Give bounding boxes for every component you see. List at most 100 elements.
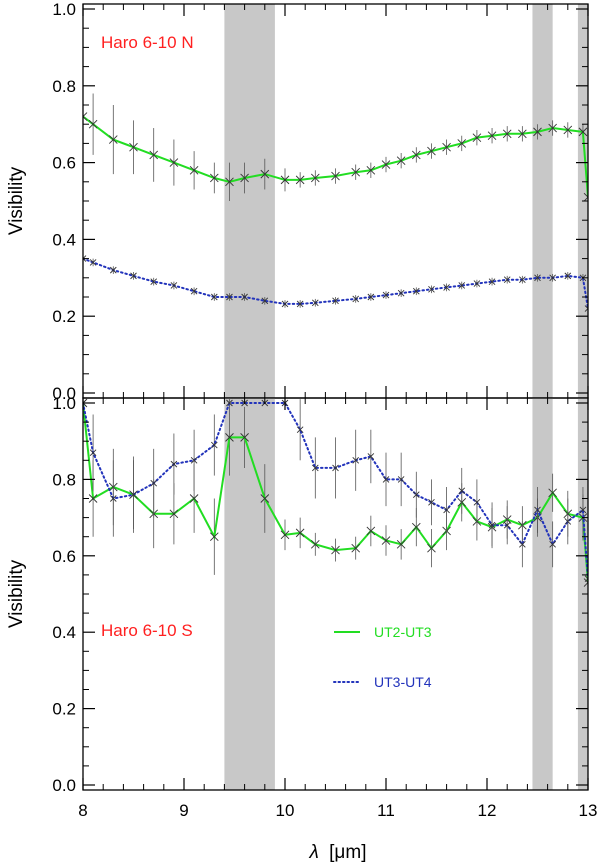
series-ut3-ut4-point — [534, 506, 541, 514]
legend-label-ut3-ut4: UT3-UT4 — [374, 674, 432, 690]
series-ut3-ut4-point — [503, 521, 511, 529]
x-tick-label: 11 — [377, 801, 395, 820]
series-ut2-ut3-point — [351, 543, 361, 553]
series-ut2-ut3-point — [351, 167, 361, 177]
series-ut2-ut3-point — [189, 494, 199, 503]
series-ut3-ut4-point — [473, 280, 481, 287]
series-ut3-ut4-point — [311, 464, 319, 472]
series-ut2-ut3-point — [169, 158, 179, 167]
series-ut3-ut4-point — [549, 274, 556, 282]
series-ut2-ut3-point — [280, 175, 290, 185]
series-ut3-ut4-point — [367, 453, 375, 460]
series-ut2-ut3-point — [240, 173, 249, 183]
series-ut3-ut4-point — [130, 491, 137, 498]
series-ut3-ut4-point — [412, 287, 420, 295]
series-ut3-ut4-point — [397, 289, 405, 297]
series-ut2-ut3-point — [427, 146, 436, 156]
series-ut2-ut3-point — [295, 528, 305, 538]
series-ut3-ut4-point — [458, 282, 466, 289]
series-ut3-ut4-point — [89, 259, 97, 266]
shaded-band-1 — [224, 398, 275, 790]
series-ut2-ut3-point — [83, 112, 88, 121]
series-ut3-ut4-point — [210, 441, 218, 449]
series-ut2-ut3-point — [583, 578, 588, 587]
series-ut2-ut3-point — [88, 119, 98, 129]
series-ut3-ut4-point — [579, 506, 587, 514]
series-ut3-ut4-point — [428, 499, 435, 506]
series-ut2-ut3-point — [209, 173, 219, 183]
series-ut2-ut3-point — [225, 433, 234, 442]
series-ut2-ut3-point — [108, 135, 118, 144]
series-ut2-ut3-point — [442, 142, 451, 152]
y-tick-label: 0.2 — [52, 307, 76, 326]
series-ut3-ut4-point — [83, 255, 87, 262]
series-ut3-ut4-point — [261, 297, 269, 305]
series-ut3-ut4-point — [296, 300, 304, 308]
series-ut2-ut3-point — [381, 536, 391, 545]
y-tick-label: 0.2 — [52, 700, 76, 719]
y-tick-label: 0.8 — [52, 470, 76, 489]
shaded-band-2 — [532, 4, 553, 398]
series-ut3-ut4-point — [352, 456, 360, 464]
series-ut2-ut3-point — [487, 131, 497, 141]
series-ut2-ut3-point — [331, 545, 340, 555]
x-tick-label: 10 — [276, 801, 295, 820]
series-ut2-ut3-point — [396, 156, 406, 165]
series-ut3-ut4-point — [210, 293, 218, 301]
series-ut2-ut3-point — [88, 494, 98, 503]
series-ut3-ut4-point — [109, 266, 117, 274]
plot-area — [83, 93, 588, 312]
svg-text:λ [μm]: λ [μm] — [309, 842, 367, 863]
y-tick-label: 0.0 — [52, 776, 76, 795]
series-ut2-ut3-point — [457, 139, 467, 148]
bottom-panel: 0.0 0.2 0.4 0.6 0.8 1.0 8 9 10 11 12 13 Visibility Ha… — [6, 394, 597, 820]
x-axis-title-unit: [μm] — [329, 842, 366, 863]
panel-label: Haro 6-10 N — [101, 33, 194, 52]
x-axis-title: λ [μm] — [309, 842, 367, 863]
series-ut3-ut4-point — [564, 518, 572, 525]
plot-area — [83, 398, 588, 587]
series-ut2-ut3-point — [149, 150, 159, 160]
panel-label: Haro 6-10 S — [101, 621, 193, 640]
series-ut3-ut4-point — [226, 293, 233, 301]
series-ut2-ut3-point — [260, 169, 270, 179]
series-ut2-ut3-point — [189, 165, 199, 175]
series-ut3-ut4-point — [281, 300, 289, 308]
y-tick-label: 0.6 — [52, 154, 76, 173]
series-ut2-ut3-point — [310, 540, 320, 549]
series-ut2-ut3-point — [548, 488, 557, 498]
series-ut3-ut4-point — [458, 487, 466, 495]
series-ut2-ut3-point — [366, 165, 376, 175]
series-ut2-ut3-point — [260, 494, 270, 503]
series-ut3-ut4-point — [367, 293, 375, 301]
shaded-band-1 — [224, 4, 275, 398]
series-ut2-ut3-point — [472, 133, 482, 142]
series-ut2-ut3-point — [548, 123, 557, 133]
x-tick-label: 8 — [78, 801, 87, 820]
series-ut2-ut3-point — [295, 175, 305, 185]
series-ut2-ut3-point — [331, 171, 340, 181]
series-ut2-ut3-point — [280, 530, 290, 540]
series-ut3-ut4-point — [170, 282, 178, 289]
series-ut3-ut4-point — [352, 295, 360, 303]
series-ut3-ut4-point — [226, 399, 233, 407]
series-ut2-ut3-line — [83, 402, 588, 583]
series-ut3-ut4-point — [443, 284, 450, 291]
series-ut3-ut4-point — [519, 541, 526, 548]
series-ut3-ut4-point — [332, 464, 339, 472]
series-ut3-ut4-point — [190, 456, 198, 464]
series-ut3-ut4-point — [89, 449, 97, 456]
series-ut3-ut4-point — [130, 272, 137, 280]
series-ut3-ut4-point — [296, 426, 304, 434]
y-tick-label: 0.6 — [52, 547, 76, 566]
series-ut2-ut3-point — [240, 433, 249, 442]
top-panel: 0.0 0.2 0.4 0.6 0.8 1.0 Visibility Haro 6-10 N — [6, 0, 589, 403]
series-ut3-ut4-point — [397, 476, 405, 483]
series-ut3-ut4-point — [564, 272, 572, 280]
y-tick-label: 0.4 — [52, 623, 76, 642]
series-ut3-ut4-point — [488, 521, 496, 529]
series-ut2-ut3-point — [578, 127, 588, 137]
series-ut2-ut3-point — [533, 127, 542, 137]
series-ut3-ut4-point — [170, 460, 178, 468]
